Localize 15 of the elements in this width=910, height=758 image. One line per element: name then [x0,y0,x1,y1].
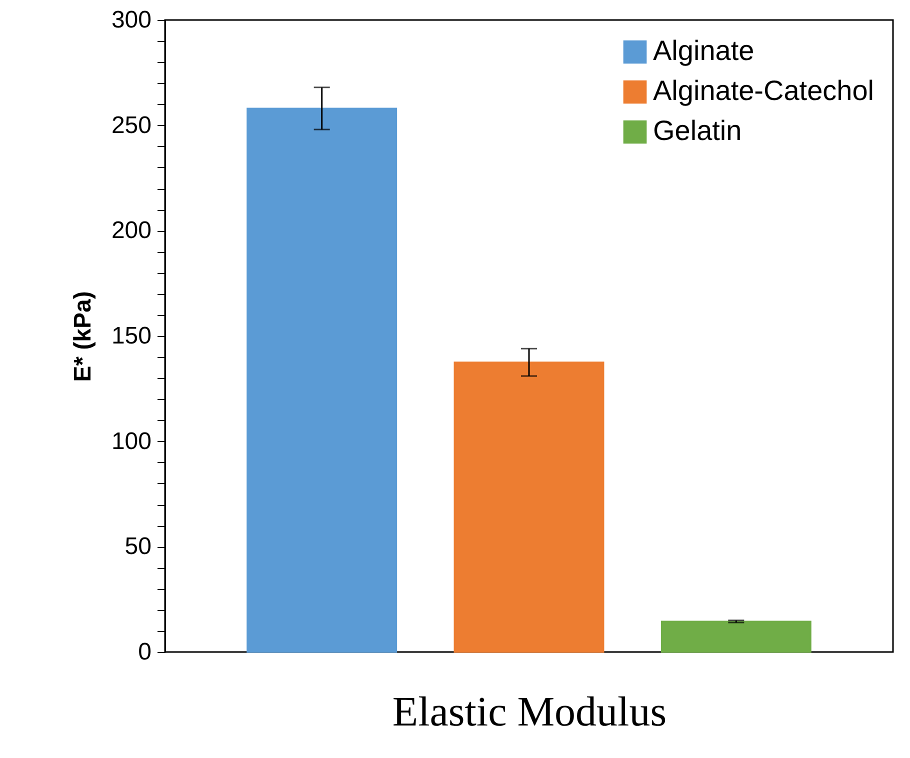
y-tick-label: 50 [124,533,152,560]
bar [246,108,398,653]
legend-label: Alginate-Catechol [653,75,874,106]
y-tick-label: 0 [138,638,152,666]
legend-label: Alginate [653,35,754,66]
y-tick-label: 100 [111,428,152,455]
y-tick-label: 250 [111,112,152,139]
x-axis-title: Elastic Modulus [392,690,667,736]
y-tick-label: 300 [111,6,152,34]
bar [454,362,604,653]
bar [660,620,812,653]
y-tick-label: 200 [111,217,152,244]
legend-label: Gelatin [653,115,742,146]
y-tick-label: 150 [111,322,152,350]
y-axis-title: E* (kPa) [69,291,96,382]
